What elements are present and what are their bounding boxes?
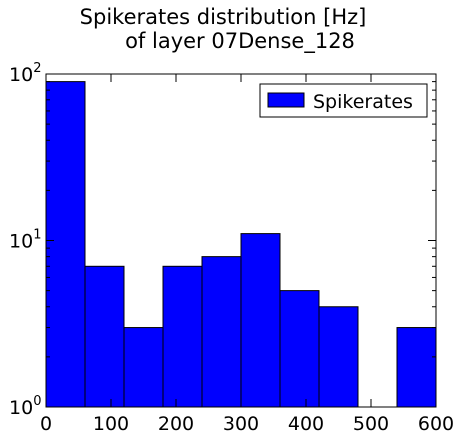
- histogram-bar: [396, 327, 437, 408]
- bars-group: [45, 81, 437, 408]
- chart-title-line1: Spikerates distribution [Hz]: [80, 5, 367, 29]
- histogram-bar: [318, 306, 359, 408]
- y-tick-label: 101: [9, 228, 41, 253]
- x-tick-labels: 0 100 200 300 400 500 600: [40, 413, 454, 435]
- x-tick-label: 300: [223, 413, 259, 435]
- legend: Spikerates: [259, 83, 428, 118]
- y-tick-labels: 100 101 102: [9, 61, 41, 419]
- x-tick-label: 500: [353, 413, 389, 435]
- histogram-bar: [279, 290, 320, 408]
- histogram-bar: [240, 233, 281, 408]
- x-tick-label: 400: [288, 413, 324, 435]
- x-tick-label: 0: [40, 413, 52, 435]
- x-tick-label: 200: [158, 413, 194, 435]
- x-tick-label: 600: [418, 413, 454, 435]
- chart-title-line2: of layer 07Dense_128: [125, 29, 355, 54]
- histogram-bar: [201, 256, 242, 408]
- histogram-bar: [45, 81, 86, 408]
- y-tick-label: 100: [9, 394, 41, 419]
- histogram-bar: [84, 265, 125, 408]
- x-tick-label: 100: [93, 413, 129, 435]
- y-tick-label: 102: [9, 61, 41, 86]
- legend-label: Spikerates: [313, 91, 413, 113]
- legend-swatch: [267, 92, 305, 108]
- plot-frame: [45, 73, 437, 408]
- histogram-bar: [162, 265, 203, 408]
- histogram-bar: [123, 327, 164, 408]
